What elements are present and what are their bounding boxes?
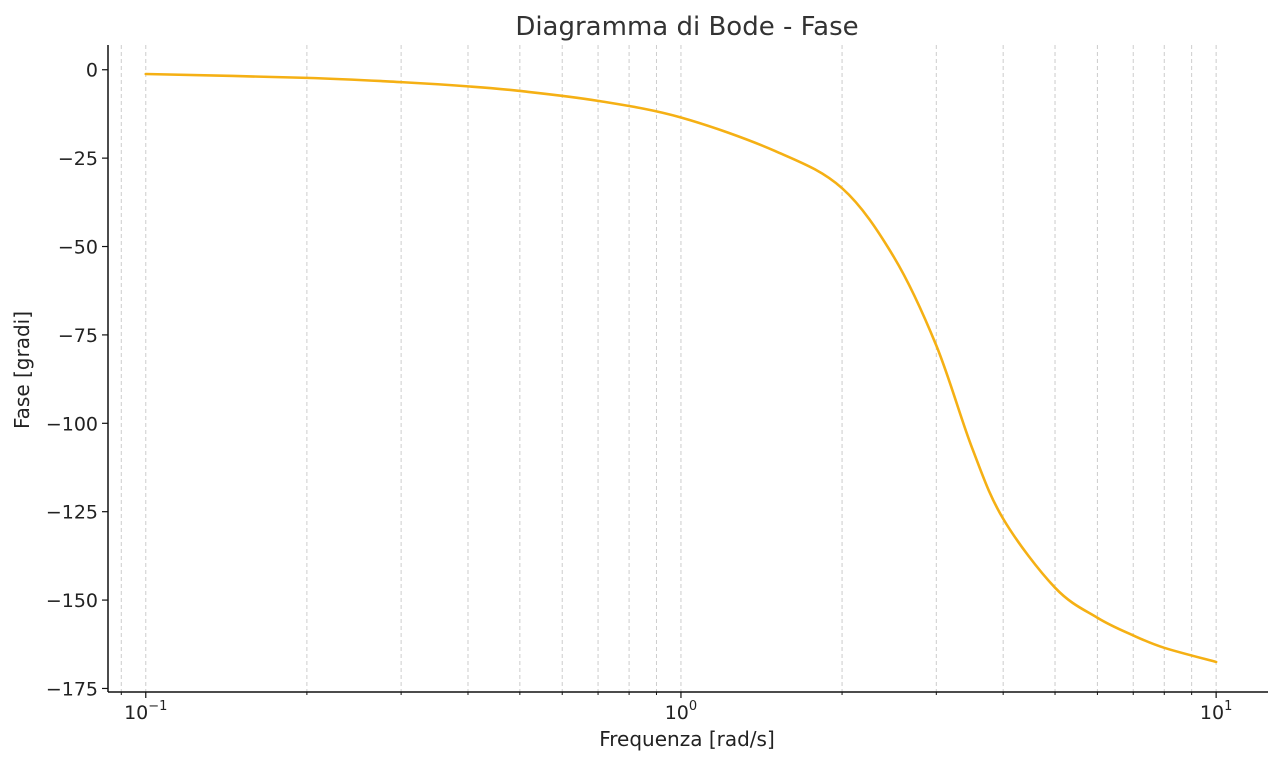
series-layer xyxy=(144,72,1218,664)
y-tick-label: −150 xyxy=(46,590,98,612)
chart-title: Diagramma di Bode - Fase xyxy=(515,12,858,42)
y-tick-label: −50 xyxy=(58,237,98,259)
y-tick-label: −75 xyxy=(58,325,98,347)
y-tick-label: −25 xyxy=(58,148,98,170)
ticks: 0 −25 −50 −75 −100 −125 −150 −175 10−1 100 101 xyxy=(46,60,1233,724)
x-tick-label: 10−1 xyxy=(124,699,167,724)
y-tick-label: 0 xyxy=(86,60,98,82)
grid-lines xyxy=(120,45,1217,692)
x-tick-label: 101 xyxy=(1200,699,1232,724)
y-tick-label: −125 xyxy=(46,502,98,524)
series-line xyxy=(144,72,1218,664)
y-tick-label: −175 xyxy=(46,678,98,700)
axes xyxy=(107,45,1268,693)
y-tick-label: −100 xyxy=(46,413,98,435)
y-axis-label: Fase [gradi] xyxy=(10,311,34,429)
x-tick-label: 100 xyxy=(665,699,697,724)
x-axis-label: Frequenza [rad/s] xyxy=(599,727,775,751)
